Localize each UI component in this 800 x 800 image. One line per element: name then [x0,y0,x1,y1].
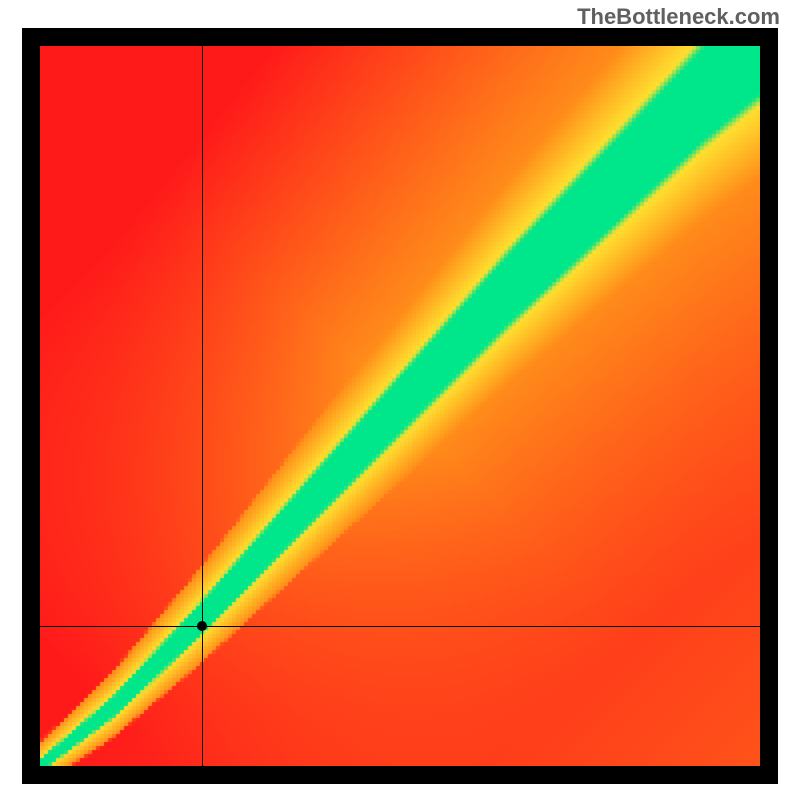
crosshair-horizontal [40,626,760,627]
root: TheBottleneck.com [0,0,800,800]
crosshair-vertical [202,46,203,766]
plot-frame [22,28,778,784]
heatmap-canvas [40,46,760,766]
watermark-text: TheBottleneck.com [577,4,780,30]
crosshair-marker [197,621,207,631]
plot-area [40,46,760,766]
